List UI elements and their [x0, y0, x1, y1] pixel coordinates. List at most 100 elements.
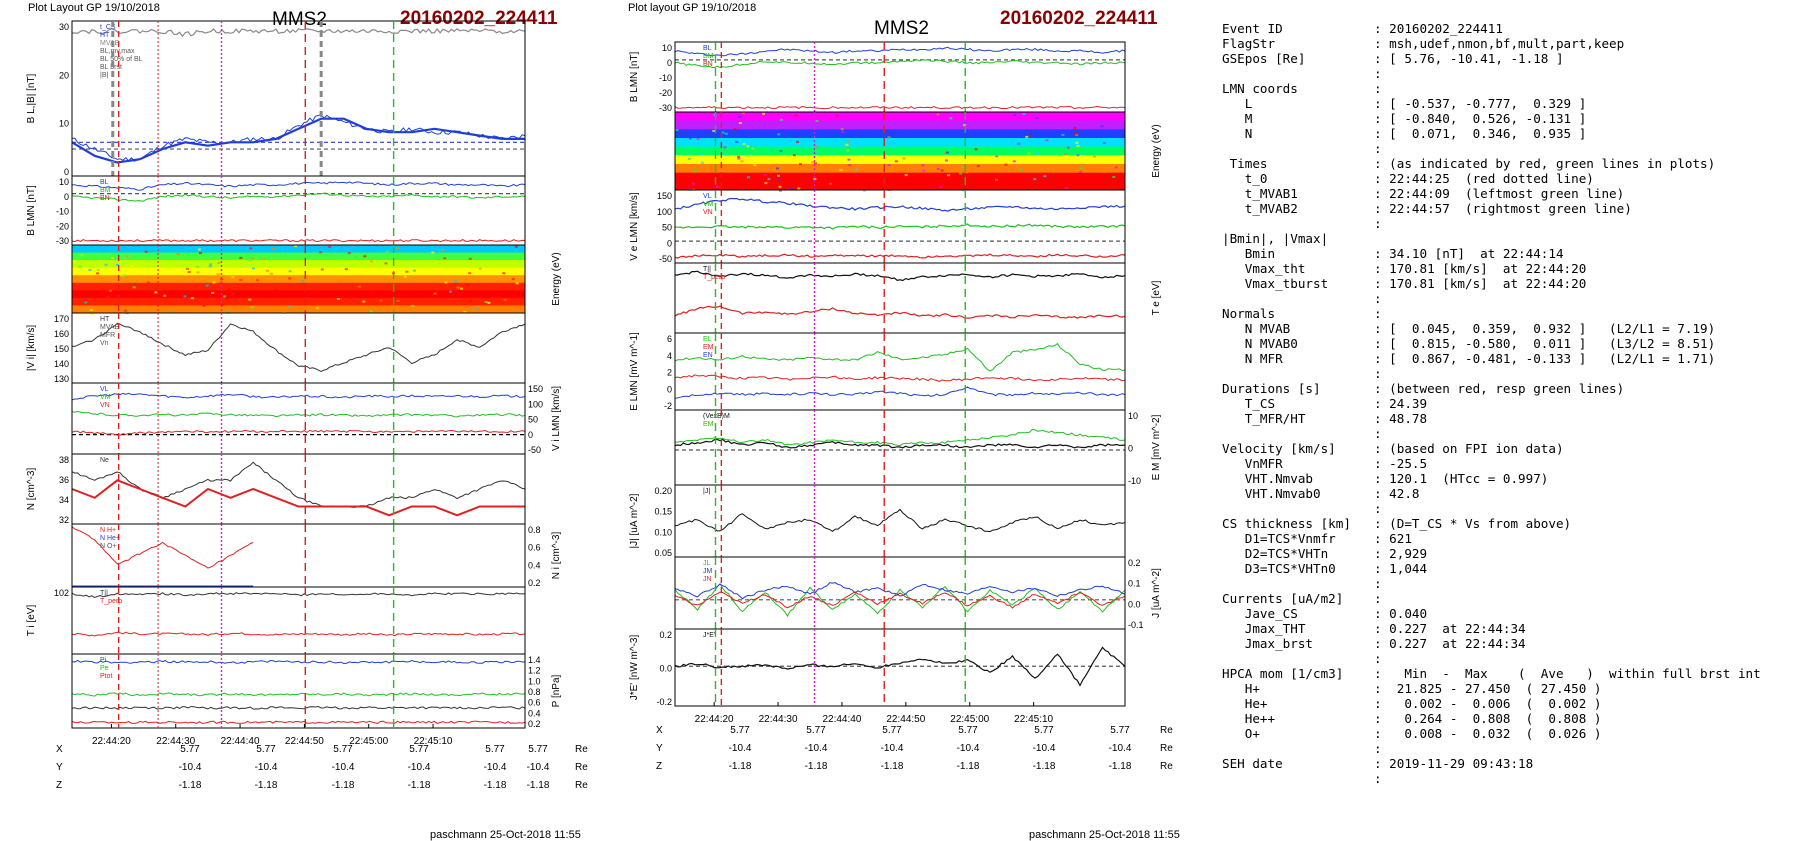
- info-row: Jave_CS: 0.040: [1222, 606, 1800, 621]
- info-key: Times: [1222, 156, 1268, 171]
- spectrogram-pixel: [159, 277, 163, 280]
- info-key: VnMFR: [1222, 456, 1283, 471]
- y-tick-label: 0.2: [1128, 558, 1141, 568]
- info-key: [1222, 426, 1374, 441]
- y-tick-label: -0.1: [1128, 620, 1144, 630]
- spectrogram-pixel: [187, 271, 191, 274]
- x-tick-label: 22:44:30: [759, 714, 798, 725]
- info-key: Currents [uA/m2]: [1222, 591, 1344, 606]
- info-value: : msh,udef,nmon,bf,mult,part,keep: [1374, 36, 1625, 51]
- spectrogram-pixel: [202, 304, 206, 307]
- ephemeris-unit: Re: [575, 780, 588, 791]
- y-tick-label: 0: [667, 238, 672, 248]
- info-key: D1=TCS*Vnmfr: [1222, 531, 1336, 546]
- y-tick-label: 0.6: [528, 698, 541, 708]
- info-value: : 34.10 [nT] at 22:44:14: [1374, 246, 1564, 261]
- info-value: : (between red, resp green lines): [1374, 381, 1625, 396]
- info-row: |Bmin|, |Vmax|: [1222, 231, 1800, 246]
- info-value: : 0.008 - 0.032 ( 0.026 ): [1374, 726, 1602, 741]
- spectrogram-pixel: [288, 305, 292, 308]
- info-row: Vmax_tht: 170.81 [km/s] at 22:44:20: [1222, 261, 1800, 276]
- spectrogram-pixel: [409, 280, 413, 283]
- spectrogram-pixel: [347, 252, 351, 255]
- info-key: [1222, 741, 1374, 756]
- spectrogram-pixel: [776, 167, 780, 170]
- legend-entry: JN: [703, 576, 712, 583]
- panel-2: Energy (eV): [71, 244, 562, 315]
- spectrogram-pixel: [1076, 154, 1080, 157]
- info-key: Jmax_THT: [1222, 621, 1306, 636]
- series-line: [71, 392, 526, 401]
- ephemeris-value: -1.18: [729, 761, 752, 772]
- spectrogram-pixel: [385, 250, 389, 253]
- spectrogram-pixel: [338, 259, 342, 262]
- y-axis-label: |J| [uA m^-2]: [629, 493, 640, 548]
- info-key: GSEpos [Re]: [1222, 51, 1306, 66]
- spectrogram-pixel: [283, 302, 287, 305]
- spectrogram-band: [675, 120, 1125, 130]
- y-tick-label: 50: [662, 223, 672, 233]
- spectrogram-pixel: [1012, 160, 1016, 163]
- legend-entry: J*E': [703, 632, 715, 639]
- spectrogram-pixel: [738, 122, 742, 125]
- y-tick-label: 100: [528, 399, 543, 409]
- spectrogram-pixel: [130, 265, 134, 268]
- spectrogram-pixel: [894, 180, 898, 183]
- ephemeris-value: -1.18: [255, 780, 278, 791]
- ephemeris-value: 5.77: [806, 725, 826, 736]
- y-tick-label: 0: [64, 167, 69, 177]
- y-tick-label: 150: [528, 384, 543, 394]
- ephemeris-unit: Re: [575, 744, 588, 755]
- spectrogram-pixel: [775, 163, 779, 166]
- spectrogram-pixel: [777, 133, 781, 136]
- info-value: : [ 0.071, 0.346, 0.935 ]: [1374, 126, 1587, 141]
- spectrogram-pixel: [223, 295, 227, 298]
- spectrogram-pixel: [779, 118, 783, 121]
- legend-entry: MVAB: [100, 324, 120, 331]
- spectrogram-pixel: [894, 160, 898, 163]
- y-tick-label: 20: [59, 70, 69, 80]
- info-value: : 2,929: [1374, 546, 1428, 561]
- ephemeris-value: -1.18: [484, 780, 507, 791]
- info-value: : -25.5: [1374, 456, 1428, 471]
- info-row: Event ID: 20160202_224411: [1222, 21, 1800, 36]
- spectrogram-pixel: [209, 247, 213, 250]
- spectrogram-band: [72, 260, 525, 269]
- spectrogram-pixel: [839, 168, 843, 171]
- spectrogram-pixel: [170, 306, 174, 309]
- spectrogram-pixel: [449, 290, 453, 293]
- legend-entry: t_CS: [100, 24, 116, 31]
- spectrogram-pixel: [165, 275, 169, 278]
- info-value: :: [1374, 366, 1382, 381]
- y-tick-label: 140: [54, 359, 69, 369]
- series-line: [71, 461, 526, 508]
- spectrogram-pixel: [396, 299, 400, 302]
- y-tick-label: -10: [1128, 476, 1141, 486]
- spectrogram-pixel: [995, 155, 999, 158]
- info-key: N MFR: [1222, 351, 1283, 366]
- spectrogram-pixel: [226, 297, 230, 300]
- spectrogram-pixel: [288, 277, 292, 280]
- left-footer: paschmann 25-Oct-2018 11:55: [430, 829, 581, 841]
- series-line: [71, 192, 526, 202]
- legend-entry: (VexB)M: [703, 413, 730, 420]
- spectrogram-pixel: [780, 122, 784, 125]
- legend-entry: Ptot: [100, 673, 113, 680]
- ephemeris-unit: Re: [1160, 743, 1173, 754]
- legend-entry: VL: [703, 193, 712, 200]
- x-tick-label: 22:44:50: [285, 736, 324, 747]
- spectrogram-pixel: [89, 308, 93, 311]
- spectrogram-pixel: [863, 189, 867, 192]
- spectrogram-pixel: [288, 270, 292, 273]
- panel-frame: [674, 332, 1126, 411]
- y-tick-label: 10: [1128, 411, 1138, 421]
- legend-entry: HT: [100, 32, 110, 39]
- spectrogram-pixel: [779, 149, 783, 152]
- spectrogram-pixel: [848, 164, 852, 167]
- y-axis-label: J*E' [nW m^-3]: [629, 635, 640, 701]
- spectrogram-pixel: [940, 169, 944, 172]
- info-row: Bmin: 34.10 [nT] at 22:44:14: [1222, 246, 1800, 261]
- spectrogram-pixel: [936, 113, 940, 116]
- spectrogram-pixel: [106, 295, 110, 298]
